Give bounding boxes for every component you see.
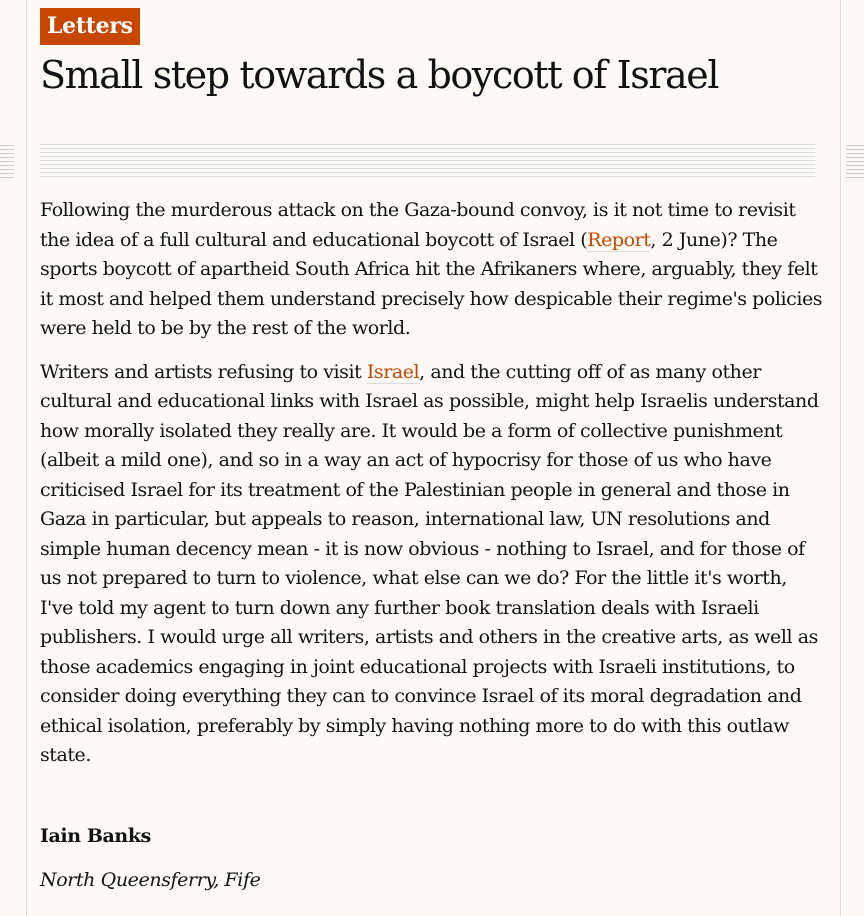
right-column-rule bbox=[840, 0, 841, 916]
paragraph-2-text-end: , and the cutting off of as many other c… bbox=[40, 360, 819, 767]
paragraph-1: Following the murderous attack on the Ga… bbox=[40, 196, 825, 344]
right-edge-lines bbox=[846, 145, 864, 179]
headline-divider bbox=[40, 144, 815, 180]
paragraph-1-text-end: , 2 June)? The sports boycott of aparthe… bbox=[40, 228, 823, 340]
letter-location: North Queensferry, Fife bbox=[40, 869, 261, 891]
article-headline: Small step towards a boycott of Israel bbox=[40, 53, 720, 97]
paragraph-1-text-start: Following the murderous attack on the Ga… bbox=[40, 199, 796, 251]
report-link[interactable]: Report bbox=[587, 228, 651, 252]
left-edge-lines bbox=[0, 145, 14, 179]
israel-tag-link[interactable]: Israel bbox=[366, 360, 420, 384]
section-kicker[interactable]: Letters bbox=[40, 8, 140, 45]
paragraph-2: Writers and artists refusing to visit Is… bbox=[40, 358, 825, 771]
paragraph-2-text-start: Writers and artists refusing to visit bbox=[40, 360, 367, 383]
letter-author: Iain Banks bbox=[40, 825, 151, 847]
article-body: Following the murderous attack on the Ga… bbox=[40, 196, 825, 785]
left-column-rule bbox=[26, 0, 27, 916]
